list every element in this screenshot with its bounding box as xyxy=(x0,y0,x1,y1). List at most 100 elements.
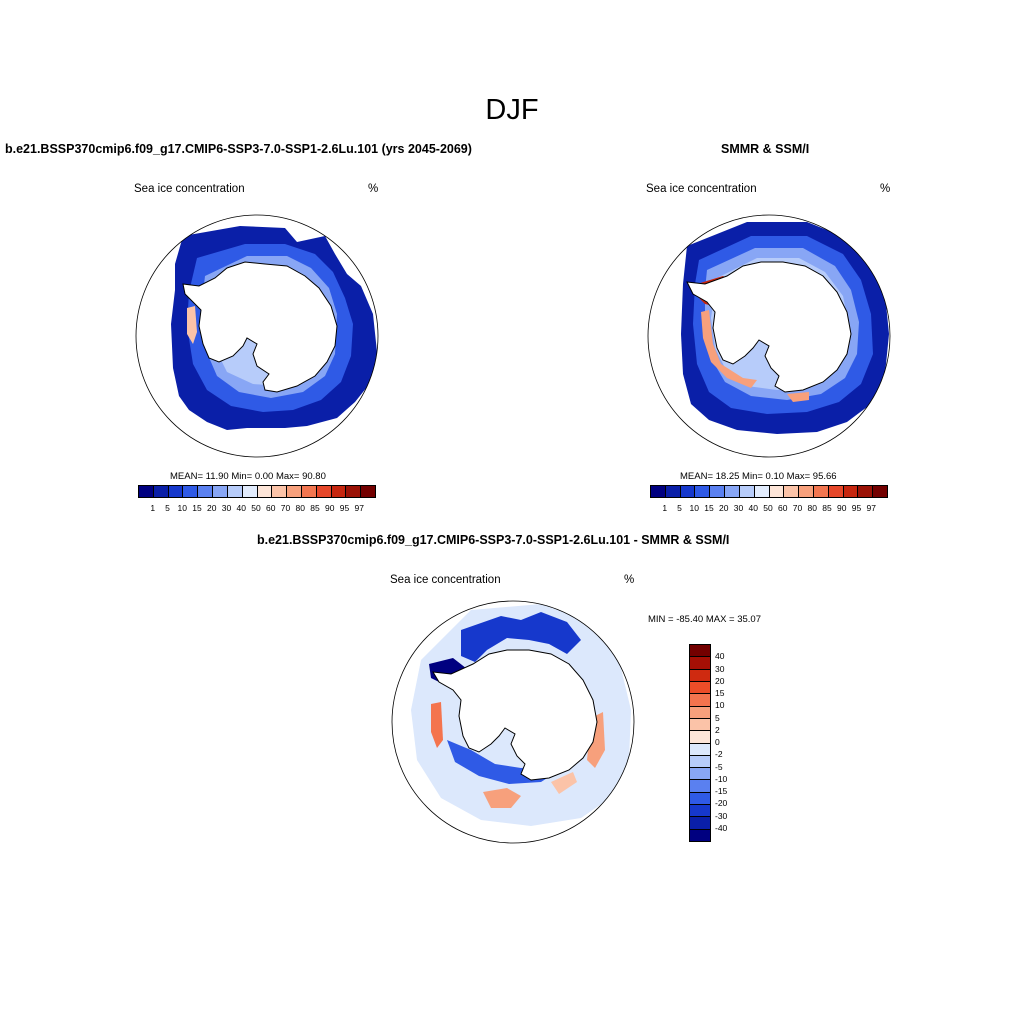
colorbar-tick-label: 30 xyxy=(715,663,725,674)
colorbar-swatch xyxy=(690,645,710,658)
colorbar-tick-label: -2 xyxy=(715,749,723,760)
colorbar-tick-label: 20 xyxy=(207,503,217,513)
colorbar-swatch xyxy=(287,486,302,497)
colorbar-tick-label: 10 xyxy=(177,503,187,513)
colorbar-swatch xyxy=(153,486,169,497)
colorbar-swatch xyxy=(198,486,214,497)
panel-title-obs: SMMR & SSM/I xyxy=(721,142,810,156)
colorbar-swatch xyxy=(183,486,199,497)
colorbar-tick-label: 10 xyxy=(689,503,699,513)
colorbar-tick-label: 70 xyxy=(792,503,803,513)
colorbar-tick-label: 90 xyxy=(325,503,335,513)
colorbar-swatch xyxy=(227,486,243,497)
colorbar-swatch xyxy=(139,486,154,497)
colorbar-swatch xyxy=(168,486,184,497)
colorbar-swatch xyxy=(690,669,710,682)
colorbar-swatch xyxy=(739,486,755,497)
colorbar-tick-label: 60 xyxy=(778,503,788,513)
colorbar-swatch xyxy=(346,486,362,497)
panel-label-obs: Sea ice concentration xyxy=(646,183,757,195)
colorbar-swatch xyxy=(690,731,710,744)
colorbar-tick-label: 95 xyxy=(851,503,862,513)
ice-red-obs-3 xyxy=(787,392,809,402)
colorbar-tick-label: -5 xyxy=(715,761,723,772)
colorbar-swatch xyxy=(799,486,814,497)
colorbar-swatch xyxy=(316,486,332,497)
colorbar-tick-label: 90 xyxy=(837,503,847,513)
diff-blue-top xyxy=(461,612,581,662)
colorbar-tick-label: 97 xyxy=(354,503,364,513)
stats-model: MEAN= 11.90 Min= 0.00 Max= 90.80 xyxy=(170,471,326,482)
land-obs xyxy=(686,261,852,393)
panel-label-model: Sea ice concentration xyxy=(134,183,245,195)
panel-title-diff: b.e21.BSSP370cmip6.f09_g17.CMIP6-SSP3-7.… xyxy=(257,533,730,547)
colorbar-diff xyxy=(689,644,711,842)
colorbar-swatch xyxy=(690,780,710,793)
colorbar-tick-label: 60 xyxy=(266,503,276,513)
colorbar-swatch xyxy=(710,486,726,497)
colorbar-swatch xyxy=(690,817,710,830)
colorbar-swatch xyxy=(690,681,710,695)
colorbar-tick-label: -30 xyxy=(715,810,728,821)
colorbar-ticks-diff: 40 30 20 15 10 5 2 0 -2 -5 -10 -15 -20 -30 -40 xyxy=(715,644,745,840)
panel-units-model: % xyxy=(368,183,379,195)
land-diff xyxy=(432,649,598,781)
colorbar-tick-label: 40 xyxy=(236,503,246,513)
colorbar-tick-label: 5 xyxy=(715,712,720,723)
colorbar-tick-label: 80 xyxy=(295,503,305,513)
colorbar-swatch xyxy=(651,486,666,497)
colorbar-swatch xyxy=(784,486,800,497)
colorbar-swatch xyxy=(690,694,710,707)
colorbar-tick-label: 20 xyxy=(719,503,729,513)
colorbar-swatch xyxy=(828,486,844,497)
colorbar-tick-label: 15 xyxy=(715,688,725,698)
colorbar-swatch xyxy=(690,718,710,732)
colorbar-tick-label: -40 xyxy=(715,822,728,833)
panel-label-diff: Sea ice concentration xyxy=(390,574,501,586)
colorbar-swatch xyxy=(813,486,829,497)
colorbar-tick-label: 85 xyxy=(310,503,320,513)
colorbar-swatch xyxy=(257,486,273,497)
colorbar-swatch xyxy=(690,805,710,818)
ice-red-model-2 xyxy=(187,306,197,344)
colorbar-tick-label: 80 xyxy=(807,503,817,513)
colorbar-tick-label: 95 xyxy=(339,503,350,513)
ice-red-obs-2 xyxy=(701,310,757,388)
colorbar-swatch xyxy=(361,486,375,497)
colorbar-tick-label: -20 xyxy=(715,798,728,809)
colorbar-tick-label: 1 xyxy=(662,503,668,513)
colorbar-swatch xyxy=(858,486,874,497)
colorbar-tick-label: -10 xyxy=(715,773,728,784)
diff-red-south xyxy=(483,788,521,808)
map-model xyxy=(135,214,379,458)
colorbar-tick-label: 15 xyxy=(192,503,202,513)
colorbar-swatch xyxy=(665,486,681,497)
colorbar-tick-label: 5 xyxy=(677,503,682,513)
colorbar-tick-label: 15 xyxy=(704,503,714,513)
colorbar-model xyxy=(138,485,376,498)
colorbar-tick-label: 0 xyxy=(715,737,720,747)
colorbar-tick-label: 50 xyxy=(251,503,261,513)
figure-title: DJF xyxy=(485,94,539,126)
colorbar-swatch xyxy=(331,486,347,497)
colorbar-swatch xyxy=(725,486,740,497)
colorbar-swatch xyxy=(769,486,785,497)
panel-units-diff: % xyxy=(624,574,635,586)
colorbar-tick-label: 30 xyxy=(221,503,232,513)
colorbar-tick-label: 50 xyxy=(763,503,773,513)
stats-diff: MIN = -85.40 MAX = 35.07 xyxy=(648,614,762,625)
colorbar-swatch xyxy=(301,486,317,497)
colorbar-swatch xyxy=(690,792,710,806)
diff-red-west xyxy=(431,702,443,748)
colorbar-tick-label: 2 xyxy=(715,724,720,735)
colorbar-swatch xyxy=(272,486,288,497)
colorbar-swatch xyxy=(680,486,696,497)
colorbar-swatch xyxy=(843,486,859,497)
colorbar-tick-label: 97 xyxy=(866,503,876,513)
colorbar-swatch xyxy=(213,486,228,497)
colorbar-swatch xyxy=(690,657,710,670)
colorbar-tick-label: -15 xyxy=(715,786,728,796)
colorbar-tick-label: 85 xyxy=(822,503,832,513)
panel-title-model: b.e21.BSSP370cmip6.f09_g17.CMIP6-SSP3-7.… xyxy=(5,142,472,156)
stats-obs: MEAN= 18.25 Min= 0.10 Max= 95.66 xyxy=(680,471,837,482)
